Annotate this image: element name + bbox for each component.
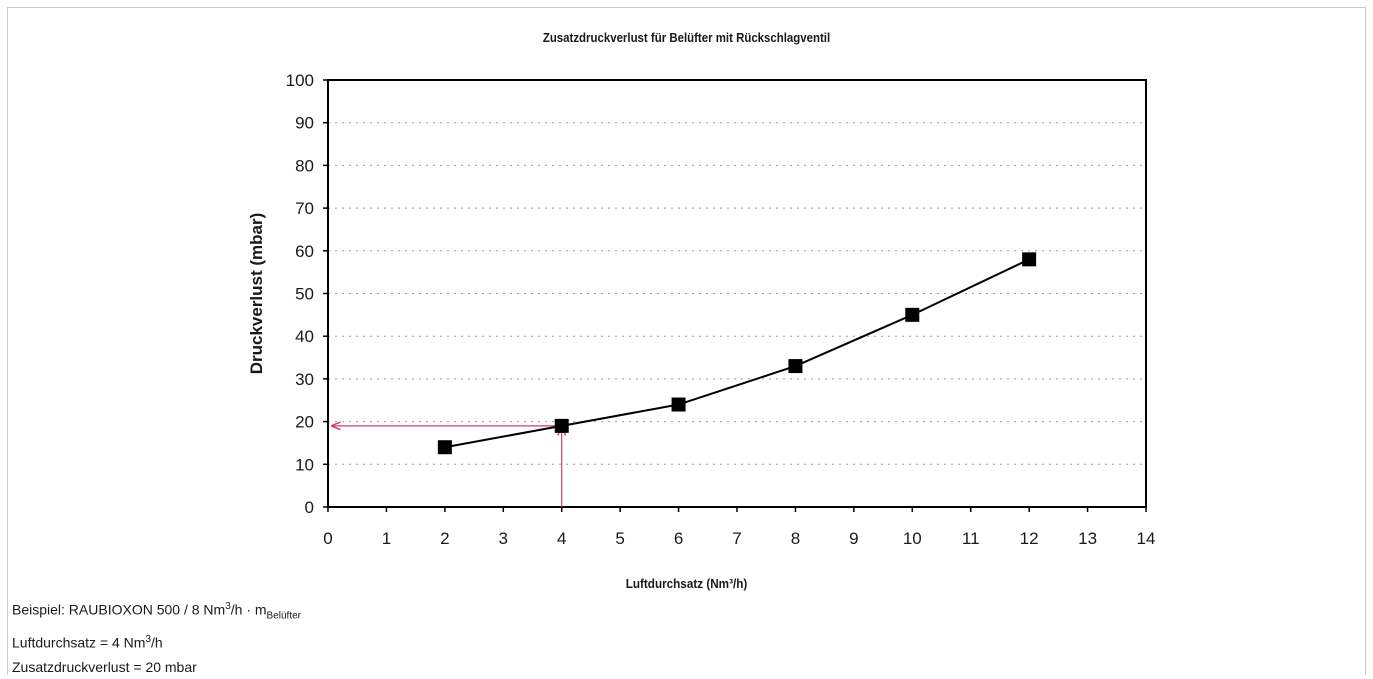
x-tick-label: 13 (1078, 529, 1097, 548)
y-tick-label: 10 (295, 455, 314, 474)
y-tick-label: 0 (305, 498, 314, 517)
data-point (671, 397, 686, 412)
y-tick-label: 70 (295, 199, 314, 218)
airflow-line: Luftdurchsatz = 4 Nm3/h (12, 634, 163, 652)
x-tick-label: 12 (1020, 529, 1039, 548)
x-tick-label: 2 (440, 529, 449, 548)
x-tick-label: 10 (903, 529, 922, 548)
y-tick-label: 30 (295, 370, 314, 389)
chart-title: Zusatzdruckverlust für Belüfter mit Rück… (542, 30, 831, 45)
x-tick-label: 6 (674, 529, 683, 548)
y-tick-label: 40 (295, 327, 314, 346)
x-tick-label: 0 (323, 529, 332, 548)
x-tick-label: 3 (499, 529, 508, 548)
y-tick-label: 20 (295, 413, 314, 432)
example-notes: Beispiel: RAUBIOXON 500 / 8 Nm3/h · mBel… (12, 595, 301, 679)
y-tick-label: 60 (295, 242, 314, 261)
y-axis-label: Druckverlust (mbar) (247, 213, 266, 375)
x-tick-label: 7 (732, 529, 741, 548)
y-tick-label: 100 (286, 71, 314, 90)
x-tick-label: 14 (1137, 529, 1156, 548)
data-point (788, 359, 803, 374)
pressure-loss-line: Zusatzdruckverlust = 20 mbar (12, 659, 197, 676)
x-tick-label: 11 (962, 529, 980, 548)
x-tick-label: 1 (382, 529, 391, 548)
data-point (437, 440, 452, 455)
x-tick-label: 9 (849, 529, 858, 548)
x-tick-label: 4 (557, 529, 566, 548)
data-point (554, 418, 569, 433)
x-axis-label: Luftdurchsatz (Nm³/h) (625, 576, 748, 591)
series-line (444, 258, 1030, 449)
example-line: Beispiel: RAUBIOXON 500 / 8 Nm3/h · mBel… (12, 601, 301, 622)
y-tick-label: 50 (295, 285, 314, 304)
data-point (1022, 252, 1037, 267)
y-tick-label: 80 (295, 156, 314, 175)
data-point (905, 307, 920, 322)
x-tick-label: 5 (615, 529, 624, 548)
y-tick-label: 90 (295, 114, 314, 133)
chart-frame (7, 7, 1366, 675)
x-tick-label: 8 (791, 529, 800, 548)
